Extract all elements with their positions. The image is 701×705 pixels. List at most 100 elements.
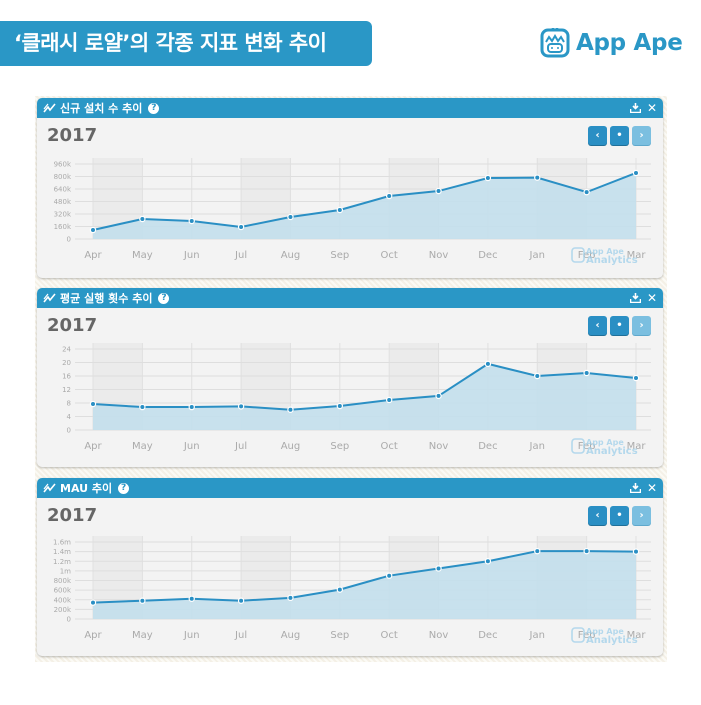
data-point[interactable] <box>534 547 541 555</box>
data-point[interactable] <box>534 174 541 181</box>
data-point[interactable] <box>484 360 492 368</box>
data-point[interactable] <box>287 594 294 602</box>
y-tick-label: 12 <box>62 386 71 394</box>
x-tick-label: Jun <box>183 630 200 641</box>
data-point[interactable] <box>89 400 97 408</box>
data-point[interactable] <box>385 572 393 579</box>
data-point[interactable] <box>435 187 442 195</box>
data-point[interactable] <box>484 558 492 565</box>
close-icon[interactable]: ✕ <box>646 481 657 495</box>
x-tick-label: Sep <box>330 630 349 641</box>
app-ape-logo: App Ape <box>540 23 683 63</box>
logo-text: App Ape <box>576 30 683 56</box>
x-tick-label: Nov <box>429 250 449 261</box>
next-period-button[interactable]: › <box>632 316 651 335</box>
current-period-button[interactable]: • <box>610 316 629 335</box>
series-line <box>92 550 637 604</box>
current-period-button[interactable]: • <box>610 126 629 145</box>
area-fill <box>93 551 636 619</box>
download-icon[interactable] <box>629 103 641 113</box>
x-tick-label: Sep <box>330 441 349 452</box>
ape-face-icon <box>540 28 570 58</box>
current-period-button[interactable]: • <box>610 506 629 525</box>
chart-panel-new-installs: 신규 설치 수 추이 ? ✕ 2017 ‹ • › 0 160k 320k 480k 6… <box>37 98 663 278</box>
data-point[interactable] <box>139 403 146 411</box>
data-point[interactable] <box>237 597 245 604</box>
year-label: 2017 <box>47 505 98 526</box>
data-point[interactable] <box>632 374 640 382</box>
data-point[interactable] <box>484 174 492 182</box>
data-point[interactable] <box>336 402 344 410</box>
area-fill <box>93 172 636 239</box>
x-tick-label: Oct <box>381 250 398 261</box>
trend-line-icon <box>43 293 56 303</box>
x-tick-label: Apr <box>84 441 102 452</box>
y-tick-label: 160k <box>54 223 72 231</box>
x-tick-label: Dec <box>478 630 497 641</box>
chart-panel-mau: MAU 추이 ? ✕ 2017 ‹ • › 0 200k 400k 600k 800k 1… <box>37 478 663 656</box>
data-point[interactable] <box>336 206 344 214</box>
panel-header: MAU 추이 ? ✕ <box>37 478 663 498</box>
close-icon[interactable]: ✕ <box>646 291 657 305</box>
close-icon[interactable]: ✕ <box>646 101 657 115</box>
prev-period-button[interactable]: ‹ <box>588 316 607 335</box>
data-point[interactable] <box>583 188 590 196</box>
y-tick-label: 320k <box>54 211 72 219</box>
panel-title: 평균 실행 횟수 추이 <box>60 292 153 305</box>
data-point[interactable] <box>435 565 442 572</box>
data-point[interactable] <box>188 403 195 411</box>
y-tick-label: 200k <box>54 606 72 614</box>
x-tick-label: Apr <box>84 630 102 641</box>
y-tick-label: 4 <box>67 413 72 421</box>
data-point[interactable] <box>583 547 590 555</box>
x-tick-label: Apr <box>84 250 102 261</box>
data-point[interactable] <box>435 392 442 400</box>
prev-period-button[interactable]: ‹ <box>588 506 607 525</box>
download-icon[interactable] <box>629 293 641 303</box>
data-point[interactable] <box>237 223 245 231</box>
question-circle-icon[interactable]: ? <box>118 482 130 494</box>
question-circle-icon[interactable]: ? <box>148 102 160 114</box>
data-point[interactable] <box>188 595 195 602</box>
x-tick-label: May <box>132 441 153 452</box>
x-tick-label: Dec <box>478 441 497 452</box>
next-period-button[interactable]: › <box>632 126 651 145</box>
download-icon[interactable] <box>629 483 641 493</box>
x-tick-label: Sep <box>330 250 349 261</box>
trend-line-icon <box>43 483 56 493</box>
data-point[interactable] <box>287 213 294 221</box>
x-tick-label: May <box>132 630 153 641</box>
data-point[interactable] <box>385 192 393 200</box>
x-tick-label: Feb <box>578 630 596 641</box>
y-tick-label: 800k <box>54 173 72 181</box>
y-tick-label: 24 <box>62 346 71 354</box>
data-point[interactable] <box>336 586 344 593</box>
next-period-button[interactable]: › <box>632 506 651 525</box>
data-point[interactable] <box>139 597 146 604</box>
x-tick-label: Mar <box>627 250 647 261</box>
data-point[interactable] <box>89 226 97 234</box>
y-tick-label: 16 <box>62 373 71 381</box>
y-tick-label: 1.6m <box>53 539 71 547</box>
data-point[interactable] <box>385 396 393 404</box>
x-tick-label: Aug <box>281 441 301 452</box>
data-point[interactable] <box>287 406 294 413</box>
data-point[interactable] <box>632 548 640 555</box>
data-point[interactable] <box>583 369 590 377</box>
y-tick-label: 20 <box>62 359 71 367</box>
x-tick-label: Feb <box>578 250 596 261</box>
data-point[interactable] <box>188 217 195 225</box>
question-circle-icon[interactable]: ? <box>158 292 170 304</box>
x-tick-label: Jan <box>529 441 545 452</box>
y-tick-label: 1.4m <box>53 548 71 556</box>
x-tick-label: Aug <box>281 250 301 261</box>
data-point[interactable] <box>89 599 97 606</box>
prev-period-button[interactable]: ‹ <box>588 126 607 145</box>
data-point[interactable] <box>534 372 541 380</box>
data-point[interactable] <box>139 215 146 223</box>
page-title: ‘클래시 로얄’의 각종 지표 변화 추이 <box>14 31 327 55</box>
data-point[interactable] <box>632 169 640 177</box>
x-tick-label: Jul <box>234 441 247 452</box>
data-point[interactable] <box>237 403 245 410</box>
